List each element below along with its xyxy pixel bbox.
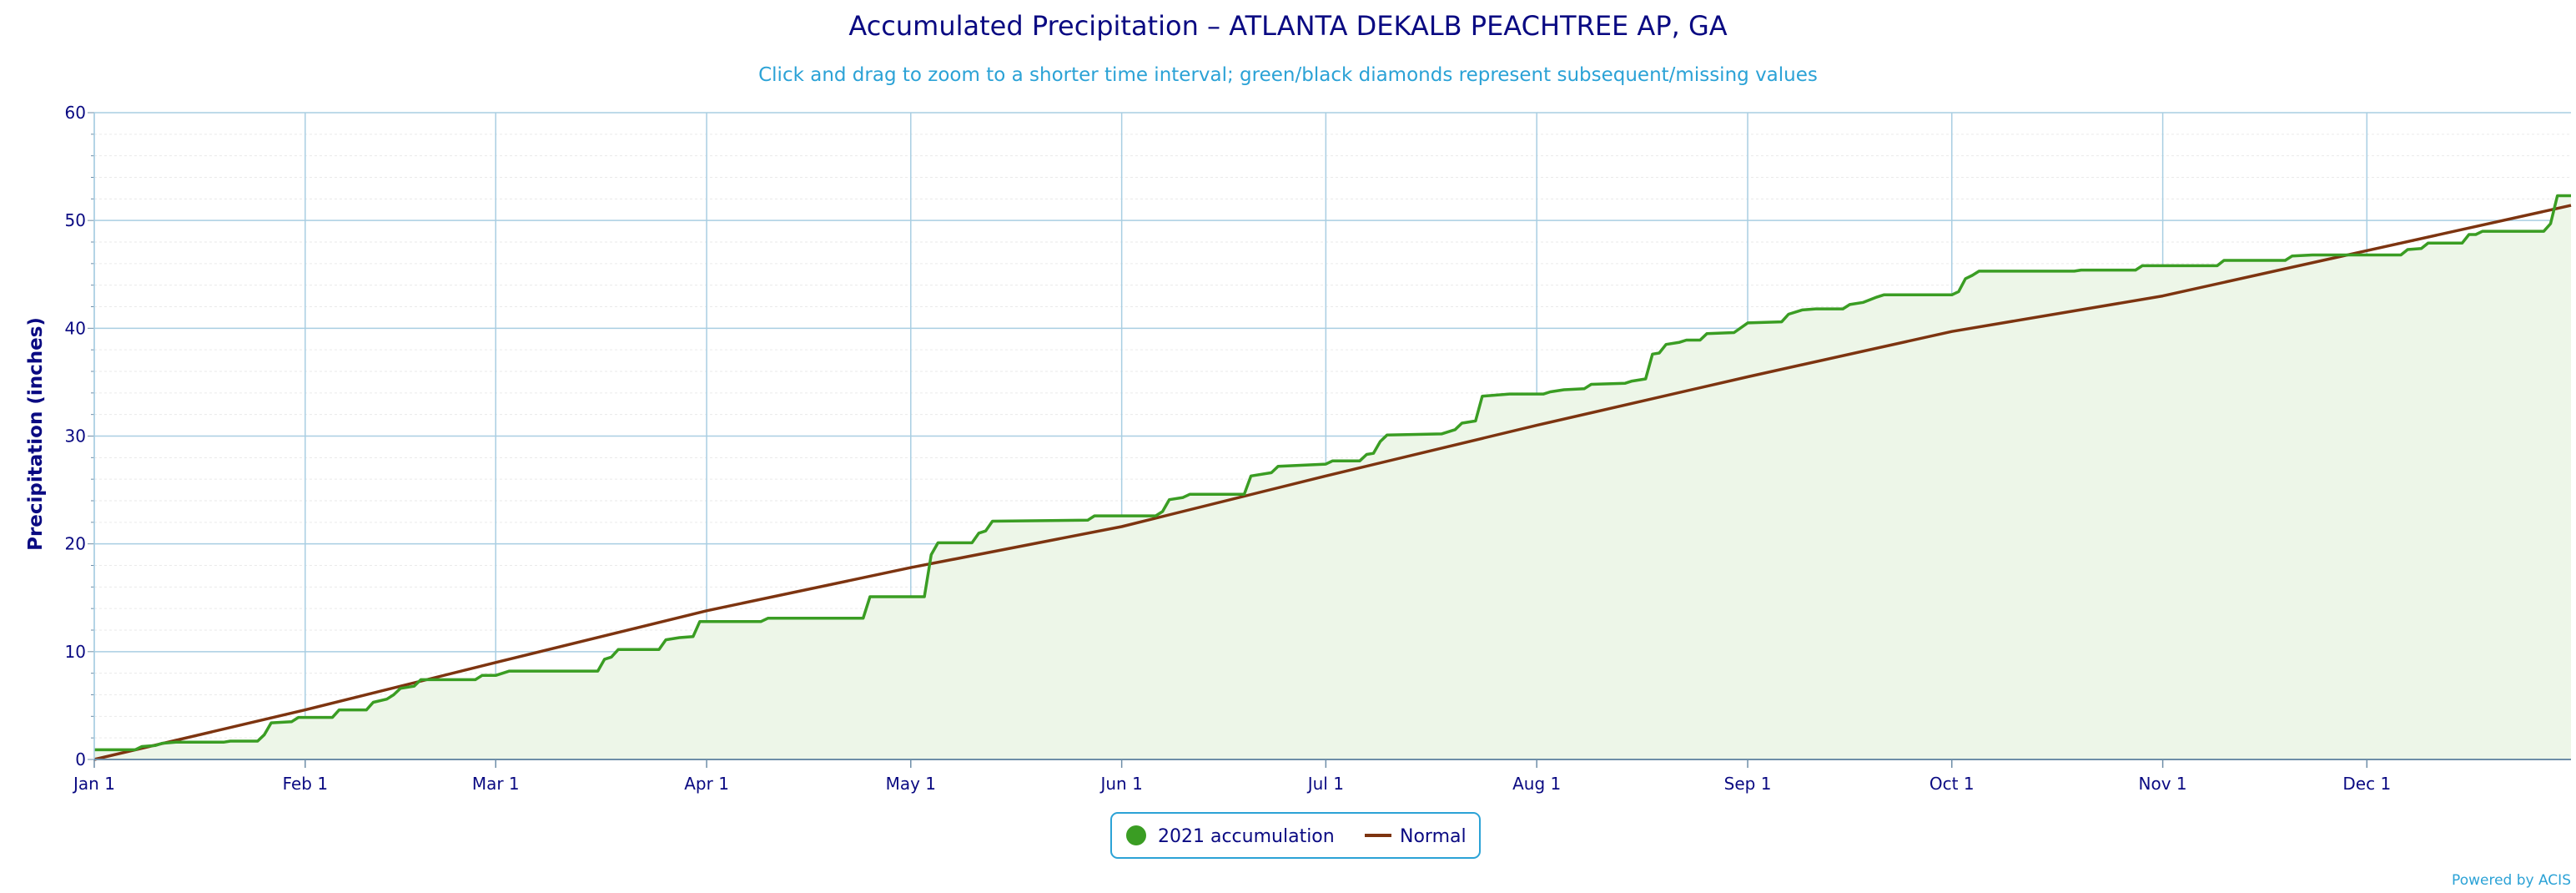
x-tick-label: May 1 [886,774,936,794]
x-tick-label: Sep 1 [1724,774,1772,794]
legend-label-normal: Normal [1400,826,1467,847]
series-layer [93,194,2572,761]
y-tick-label: 40 [65,318,86,338]
y-axis-label: Precipitation (inches) [25,317,47,551]
y-tick-label: 30 [65,426,86,446]
chart-subtitle: Click and drag to zoom to a shorter time… [758,64,1818,86]
y-tick-label: 20 [65,534,86,554]
y-tick-label: 10 [65,642,86,662]
x-tick-label: Nov 1 [2139,774,2187,794]
series-line-2021-accumulation [94,194,2571,752]
x-tick-label: Apr 1 [684,774,729,794]
legend-item-2021-accumulation[interactable]: 2021 accumulation [1126,825,1335,847]
legend-label-2021-accumulation: 2021 accumulation [1158,826,1335,847]
x-tick-label: Dec 1 [2342,774,2391,794]
y-tick-label: 60 [65,103,86,123]
x-tick-label: Mar 1 [472,774,520,794]
legend[interactable]: 2021 accumulation Normal [1110,812,1481,859]
acis-credit-link[interactable]: Powered by ACIS [2452,872,2571,889]
x-tick-label: Jul 1 [1306,774,1344,794]
series-line-normal [93,204,2572,761]
x-tick-label: Feb 1 [283,774,329,794]
legend-box [1110,812,1481,859]
x-tick-label: Jun 1 [1099,774,1142,794]
x-tick-label: Oct 1 [1929,774,1975,794]
series-area-2021-accumulation [94,195,2571,759]
legend-item-normal[interactable]: Normal [1365,826,1467,847]
y-tick-label: 50 [65,210,86,230]
x-tick-label: Jan 1 [72,774,115,794]
axis-layer: 0 10 20 30 40 50 60 Jan 1 Feb 1 Mar 1 Apr 1 May 1 Ju… [65,103,2571,794]
legend-symbol-2021-accumulation [1126,825,1146,845]
y-tick-label: 0 [75,749,86,769]
chart-title: Accumulated Precipitation – ATLANTA DEKA… [848,10,1727,42]
x-tick-label: Aug 1 [1512,774,1561,794]
